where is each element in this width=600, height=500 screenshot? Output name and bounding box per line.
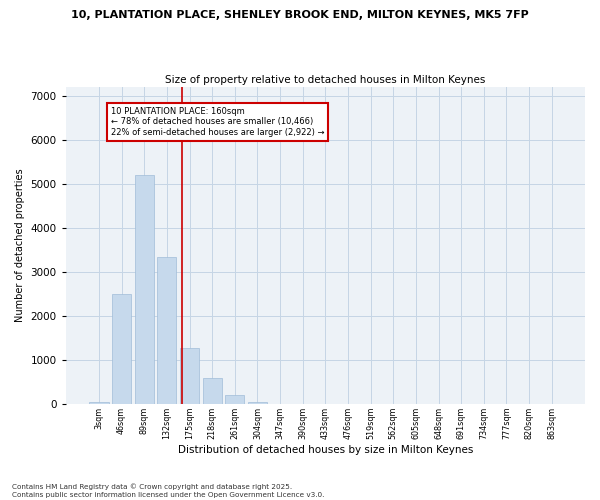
Bar bbox=[157, 256, 176, 404]
Bar bbox=[180, 348, 199, 404]
Text: Contains HM Land Registry data © Crown copyright and database right 2025.
Contai: Contains HM Land Registry data © Crown c… bbox=[12, 484, 325, 498]
Bar bbox=[225, 395, 244, 404]
Text: 10 PLANTATION PLACE: 160sqm
← 78% of detached houses are smaller (10,466)
22% of: 10 PLANTATION PLACE: 160sqm ← 78% of det… bbox=[111, 107, 324, 137]
Bar bbox=[89, 402, 109, 404]
Title: Size of property relative to detached houses in Milton Keynes: Size of property relative to detached ho… bbox=[165, 75, 485, 85]
Y-axis label: Number of detached properties: Number of detached properties bbox=[15, 169, 25, 322]
Bar bbox=[134, 175, 154, 404]
Bar bbox=[248, 402, 267, 404]
X-axis label: Distribution of detached houses by size in Milton Keynes: Distribution of detached houses by size … bbox=[178, 445, 473, 455]
Text: 10, PLANTATION PLACE, SHENLEY BROOK END, MILTON KEYNES, MK5 7FP: 10, PLANTATION PLACE, SHENLEY BROOK END,… bbox=[71, 10, 529, 20]
Bar bbox=[112, 294, 131, 404]
Bar bbox=[203, 378, 222, 404]
